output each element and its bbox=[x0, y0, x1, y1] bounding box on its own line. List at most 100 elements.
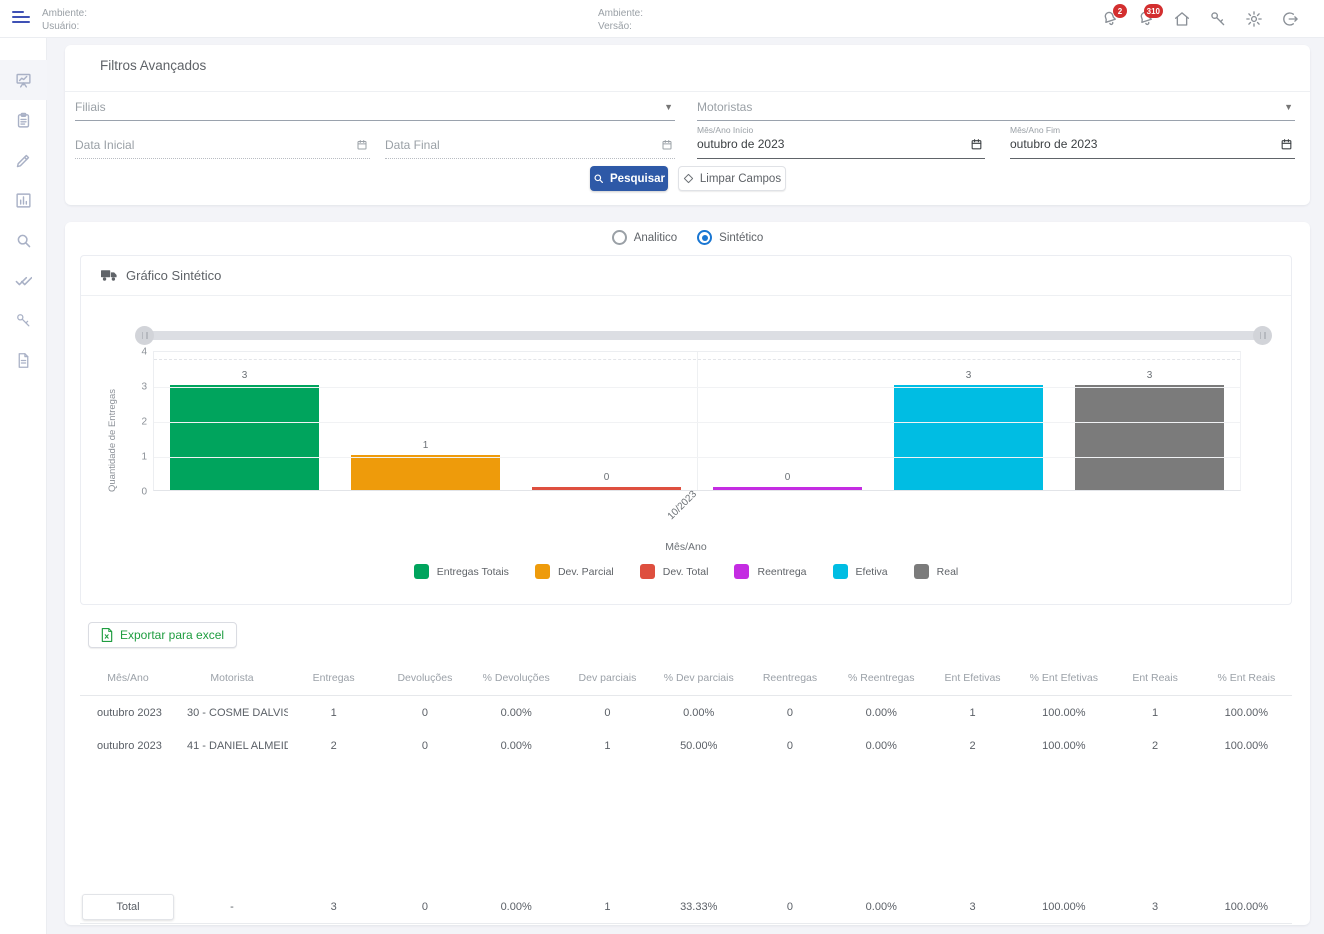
total-cell: 100.00% bbox=[1224, 900, 1269, 913]
home-icon[interactable] bbox=[1172, 9, 1192, 29]
calendar-icon bbox=[1280, 138, 1293, 156]
radio-label: Sintético bbox=[719, 231, 764, 244]
bar-slot-dev-parcial: 1 bbox=[335, 352, 516, 490]
limpar-campos-label: Limpar Campos bbox=[699, 172, 782, 185]
sidebar-item-pencil[interactable] bbox=[0, 140, 47, 180]
legend-label: Real bbox=[936, 565, 959, 578]
sidebar-item-chart-board[interactable] bbox=[0, 60, 47, 100]
calendar-icon bbox=[661, 138, 673, 156]
table-cell: 0.00% bbox=[865, 706, 897, 719]
bar-value-label: 3 bbox=[965, 370, 972, 381]
chart-plot-area: 3 1 0 0 3 3 0 1 2 3 4 bbox=[141, 347, 1241, 498]
motoristas-select[interactable]: Motoristas ▼ bbox=[697, 97, 1295, 121]
radio-sintético[interactable]: Sintético bbox=[697, 230, 763, 245]
gear-icon[interactable] bbox=[1244, 9, 1264, 29]
bar-slot-reentrega: 0 bbox=[697, 352, 878, 490]
bar-slot-real: 3 bbox=[1059, 352, 1240, 490]
table-cell: 0.00% bbox=[683, 706, 715, 719]
notification-badge: 2 bbox=[1113, 4, 1127, 18]
calendar-icon bbox=[356, 138, 368, 156]
pencil-icon bbox=[15, 152, 32, 169]
slider-handle-right[interactable] bbox=[1253, 326, 1272, 345]
column-header: Ent Efetivas bbox=[944, 671, 1001, 684]
column-header: % Ent Efetivas bbox=[1029, 671, 1098, 684]
legend-swatch bbox=[534, 564, 550, 579]
table-cell: 41 - DANIEL ALMEID bbox=[187, 739, 288, 752]
messages-bell-icon[interactable]: 310 bbox=[1136, 4, 1163, 29]
bar bbox=[1075, 385, 1224, 490]
pesquisar-button[interactable]: Pesquisar bbox=[590, 166, 668, 191]
chevron-down-icon: ▼ bbox=[1284, 102, 1293, 112]
data-final-field[interactable]: Data Final bbox=[385, 135, 675, 159]
pesquisar-label: Pesquisar bbox=[610, 172, 665, 185]
gridline bbox=[154, 457, 1240, 458]
sidebar-item-key[interactable] bbox=[0, 300, 47, 340]
eraser-icon bbox=[683, 173, 694, 184]
usuario-label: Usuário: bbox=[42, 21, 80, 32]
limpar-campos-button[interactable]: Limpar Campos bbox=[678, 166, 786, 191]
mes-ano-inicio-value: outubro de 2023 bbox=[697, 137, 785, 151]
filiais-select[interactable]: Filiais ▼ bbox=[75, 97, 675, 121]
chart-zoom-slider[interactable] bbox=[135, 326, 1272, 345]
gridline bbox=[154, 422, 1240, 423]
column-header: % Ent Reais bbox=[1217, 671, 1276, 684]
table-cell: 30 - COSME DALVIS bbox=[187, 706, 288, 719]
legend-label: Reentrega bbox=[757, 565, 807, 578]
sidebar-item-bar-chart[interactable] bbox=[0, 180, 47, 220]
legend-swatch bbox=[639, 564, 655, 579]
bar bbox=[170, 385, 319, 490]
table-row: outubro 2023 30 - COSME DALVIS 1 0 0.00% 0 0.0… bbox=[80, 696, 1292, 729]
legend-label: Entregas Totais bbox=[436, 565, 509, 578]
column-header: Dev parciais bbox=[578, 671, 637, 684]
key-icon[interactable] bbox=[1208, 9, 1228, 29]
slider-handle-left[interactable] bbox=[135, 326, 154, 345]
topbar-icons: 2 310 bbox=[1100, 0, 1300, 38]
legend-item: Dev. Total bbox=[639, 564, 709, 579]
notifications-bell-icon[interactable]: 2 bbox=[1100, 4, 1127, 29]
sidebar-item-double-check[interactable] bbox=[0, 260, 47, 300]
total-cell: 100.00% bbox=[1042, 900, 1086, 913]
chart-card: Gráfico Sintético Quantidade de Entregas… bbox=[80, 255, 1292, 605]
export-excel-button[interactable]: Exportar para excel bbox=[88, 622, 238, 648]
filters-title: Filtros Avançados bbox=[100, 58, 207, 73]
legend-label: Dev. Total bbox=[662, 565, 709, 578]
total-cell: 3 bbox=[330, 900, 337, 913]
sidebar-item-clipboard[interactable] bbox=[0, 100, 47, 140]
column-header: % Devoluções bbox=[482, 671, 550, 684]
table-cell: 0 bbox=[786, 739, 794, 752]
hamburger-menu-icon[interactable] bbox=[12, 11, 32, 26]
table-cell: 100.00% bbox=[1042, 739, 1086, 752]
column-header: % Reentregas bbox=[847, 671, 915, 684]
chevron-down-icon: ▼ bbox=[664, 102, 673, 112]
table-cell: 0.00% bbox=[500, 706, 532, 719]
double-check-icon bbox=[15, 272, 32, 289]
table-cell: 0 bbox=[604, 706, 611, 719]
total-chip[interactable]: Total bbox=[82, 893, 174, 920]
total-cell: 3 bbox=[1152, 900, 1159, 913]
legend-item: Reentrega bbox=[734, 564, 807, 579]
total-cell: 0.00% bbox=[500, 900, 532, 913]
bar bbox=[351, 455, 500, 490]
data-inicial-field[interactable]: Data Inicial bbox=[75, 135, 370, 159]
sidebar-item-document[interactable] bbox=[0, 340, 47, 380]
mes-ano-fim-field[interactable]: Mês/Ano Fim outubro de 2023 bbox=[1010, 125, 1295, 159]
legend-item: Entregas Totais bbox=[413, 564, 509, 579]
y-axis-title: Quantidade de Entregas bbox=[107, 389, 118, 492]
logout-icon[interactable] bbox=[1280, 9, 1300, 29]
calendar-icon bbox=[970, 138, 983, 156]
y-tick-label: 3 bbox=[141, 381, 147, 393]
filters-card: Filtros Avançados Filiais ▼ Motoristas ▼… bbox=[65, 45, 1310, 205]
table-body: outubro 2023 30 - COSME DALVIS 1 0 0.00% 0 0.0… bbox=[80, 696, 1292, 762]
view-toggle: Analitico Sintético bbox=[65, 230, 1310, 245]
table-cell: 1 bbox=[330, 706, 337, 719]
table-cell: 2 bbox=[330, 739, 337, 752]
mes-ano-inicio-field[interactable]: Mês/Ano Início outubro de 2023 bbox=[697, 125, 985, 159]
sidebar-item-search[interactable] bbox=[0, 220, 47, 260]
legend-swatch bbox=[832, 564, 848, 579]
excel-file-icon bbox=[101, 628, 113, 642]
search-icon bbox=[593, 173, 604, 184]
notification-badge: 310 bbox=[1143, 4, 1163, 18]
radio-analitico[interactable]: Analitico bbox=[611, 230, 677, 245]
legend-item: Real bbox=[913, 564, 959, 579]
y-tick-label: 1 bbox=[141, 451, 147, 463]
